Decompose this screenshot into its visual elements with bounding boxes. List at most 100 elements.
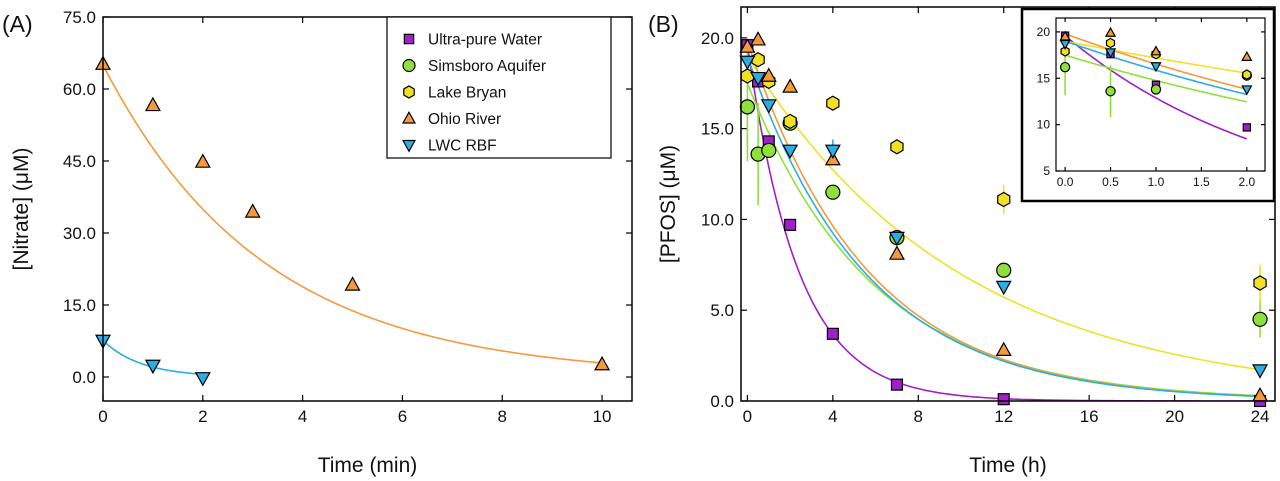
- x-tick-label: 2: [198, 407, 207, 426]
- plot-frame: [1055, 17, 1266, 172]
- data-point-simsboro_aquifer: [1150, 84, 1162, 95]
- data-point-lake_bryan: [740, 68, 755, 84]
- x-tick-label: 0.5: [1102, 175, 1119, 189]
- data-point-ohio_river: [782, 78, 799, 93]
- data-point-ohio_river: [995, 341, 1012, 357]
- y-tick-label: 30.0: [63, 224, 96, 243]
- data-point-ohio_river: [144, 96, 161, 112]
- x-axis-label: Time (min): [318, 454, 418, 477]
- data-point-simsboro_aquifer: [739, 99, 756, 115]
- data-point-lwc_rbf: [888, 231, 905, 247]
- panel-label: (B): [648, 11, 679, 37]
- data-point-lake_bryan: [751, 52, 765, 68]
- x-tick-label: 2.0: [1238, 175, 1255, 189]
- data-point-lwc_rbf: [1252, 364, 1269, 379]
- legend-label: LWC RBF: [428, 138, 497, 155]
- data-point-lwc_rbf: [1104, 48, 1117, 59]
- data-point-lwc_rbf: [824, 144, 841, 160]
- x-tick-label: 0.0: [1057, 175, 1074, 189]
- data-point-lake_bryan: [783, 113, 797, 130]
- y-tick-label: 60.0: [63, 80, 96, 99]
- x-tick-label: 20: [1165, 407, 1184, 426]
- x-tick-label: 24: [1251, 407, 1270, 426]
- data-point-ohio_river: [1150, 45, 1162, 56]
- x-tick-label: 8: [914, 407, 923, 426]
- legend-marker-lake_bryan: [403, 85, 415, 99]
- data-point-lwc_rbf: [760, 99, 777, 114]
- data-point-ultra_pure_water: [826, 327, 839, 340]
- data-point-lwc_rbf: [782, 144, 799, 160]
- y-tick-label: 20: [1037, 25, 1051, 39]
- data-point-simsboro_aquifer: [996, 262, 1012, 278]
- y-tick-label: 5: [1043, 164, 1050, 178]
- legend-marker-ohio_river: [401, 110, 417, 124]
- data-point-ohio_river: [750, 31, 767, 46]
- y-tick-label: 0.0: [72, 368, 96, 387]
- legend-label: Lake Bryan: [428, 85, 506, 102]
- legend-marker-ultra_pure_water: [403, 33, 415, 45]
- panel-label: (A): [2, 11, 33, 37]
- x-tick-label: 8: [498, 407, 507, 426]
- y-tick-label: 0.0: [710, 392, 734, 411]
- data-point-lake_bryan: [997, 191, 1011, 208]
- x-tick-label: 16: [1080, 407, 1099, 426]
- data-point-simsboro_aquifer: [825, 184, 841, 200]
- data-point-ohio_river: [760, 67, 777, 82]
- data-point-ohio_river: [1104, 26, 1117, 37]
- data-point-lwc_rbf: [1150, 62, 1162, 73]
- data-point-lwc_rbf: [1059, 39, 1071, 51]
- fit-line-simsboro_aquifer: [1064, 54, 1248, 103]
- data-point-ultra_pure_water: [890, 378, 903, 391]
- y-tick-label: 75.0: [63, 8, 96, 27]
- legend: Ultra-pure Water Simsboro Aquifer Lake Bry…: [386, 16, 612, 159]
- data-point-ohio_river: [739, 38, 756, 53]
- y-tick-label: 45.0: [63, 152, 96, 171]
- y-tick-label: 15: [1037, 71, 1051, 85]
- x-tick-label: 12: [994, 407, 1013, 426]
- y-tick-label: 15.0: [701, 120, 734, 139]
- y-tick-label: 10: [1037, 118, 1051, 132]
- panel-a: 0 2 4 6 8 10 0.0 15.0 30.0 45.0 60.0 75.0 (A) Time (m…: [2, 8, 633, 477]
- y-tick-label: 20.0: [701, 29, 734, 48]
- fit-line-lwc_rbf: [746, 55, 1261, 398]
- data-point-ultra_pure_water: [1242, 123, 1252, 132]
- plot-frame: [740, 6, 1276, 402]
- data-point-lwc_rbf: [739, 55, 756, 71]
- data-point-ohio_river: [1252, 386, 1269, 402]
- y-tick-label: 15.0: [63, 296, 96, 315]
- data-point-lake_bryan: [1253, 275, 1267, 291]
- x-tick-label: 1.0: [1148, 175, 1165, 189]
- data-point-simsboro_aquifer: [761, 142, 777, 159]
- legend-label: Ultra-pure Water: [428, 32, 542, 49]
- legend-marker-lwc_rbf: [401, 139, 417, 153]
- y-axis-label: [PFOS] (μM): [657, 145, 680, 263]
- data-point-ohio_river: [194, 153, 211, 168]
- data-point-lake_bryan: [826, 95, 840, 111]
- legend-label: Simsboro Aquifer: [428, 58, 546, 75]
- data-point-ultra_pure_water: [784, 218, 797, 231]
- data-point-lake_bryan: [890, 139, 904, 155]
- x-tick-label: 6: [398, 407, 407, 426]
- plot-frame: [102, 16, 633, 402]
- data-point-ohio_river: [1241, 50, 1253, 61]
- x-axis-label: Time (h): [969, 454, 1046, 477]
- data-point-lake_bryan: [1105, 37, 1116, 49]
- fit-line-lake_bryan: [746, 55, 1261, 371]
- legend-label: Ohio River: [428, 111, 501, 128]
- x-tick-label: 0: [743, 407, 752, 426]
- fit-line-ultra_pure_water: [1064, 34, 1248, 140]
- data-point-ohio_river: [888, 245, 905, 260]
- data-point-lake_bryan: [1242, 69, 1252, 80]
- data-point-lake_bryan: [1060, 46, 1070, 57]
- data-point-simsboro_aquifer: [1105, 86, 1116, 97]
- data-point-lwc_rbf: [995, 280, 1012, 296]
- data-point-ohio_river: [244, 203, 261, 218]
- data-point-simsboro_aquifer: [1252, 311, 1268, 327]
- data-point-lwc_rbf: [1241, 85, 1253, 96]
- x-tick-label: 4: [828, 407, 837, 426]
- data-point-simsboro_aquifer: [1059, 61, 1071, 73]
- y-axis-label: [Nitrate] (μM): [10, 148, 33, 271]
- data-point-lwc_rbf: [194, 372, 211, 387]
- panel-b-inset: 0.0 0.5 1.0 1.5 2.0 5 10 15 20: [1020, 7, 1276, 203]
